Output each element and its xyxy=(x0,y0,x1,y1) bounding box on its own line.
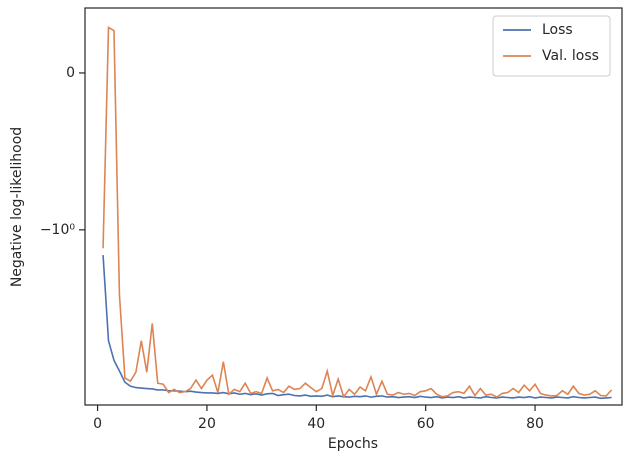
y-tick-label: −10⁰ xyxy=(40,222,76,238)
x-tick-label: 60 xyxy=(417,416,435,432)
x-tick-label: 0 xyxy=(93,416,102,432)
legend-label: Val. loss xyxy=(542,48,599,64)
plot-frame xyxy=(84,7,623,406)
x-tick-label: 20 xyxy=(198,416,216,432)
legend-box xyxy=(492,15,611,77)
legend-label: Loss xyxy=(542,22,573,38)
y-tick-label: 0 xyxy=(66,65,75,81)
x-tick-label: 80 xyxy=(526,416,544,432)
x-axis-label: Epochs xyxy=(328,436,378,452)
x-tick-label: 40 xyxy=(307,416,325,432)
line-series xyxy=(102,26,613,399)
line-series xyxy=(102,255,612,400)
y-axis-label: Negative log-likelihood xyxy=(9,127,25,287)
